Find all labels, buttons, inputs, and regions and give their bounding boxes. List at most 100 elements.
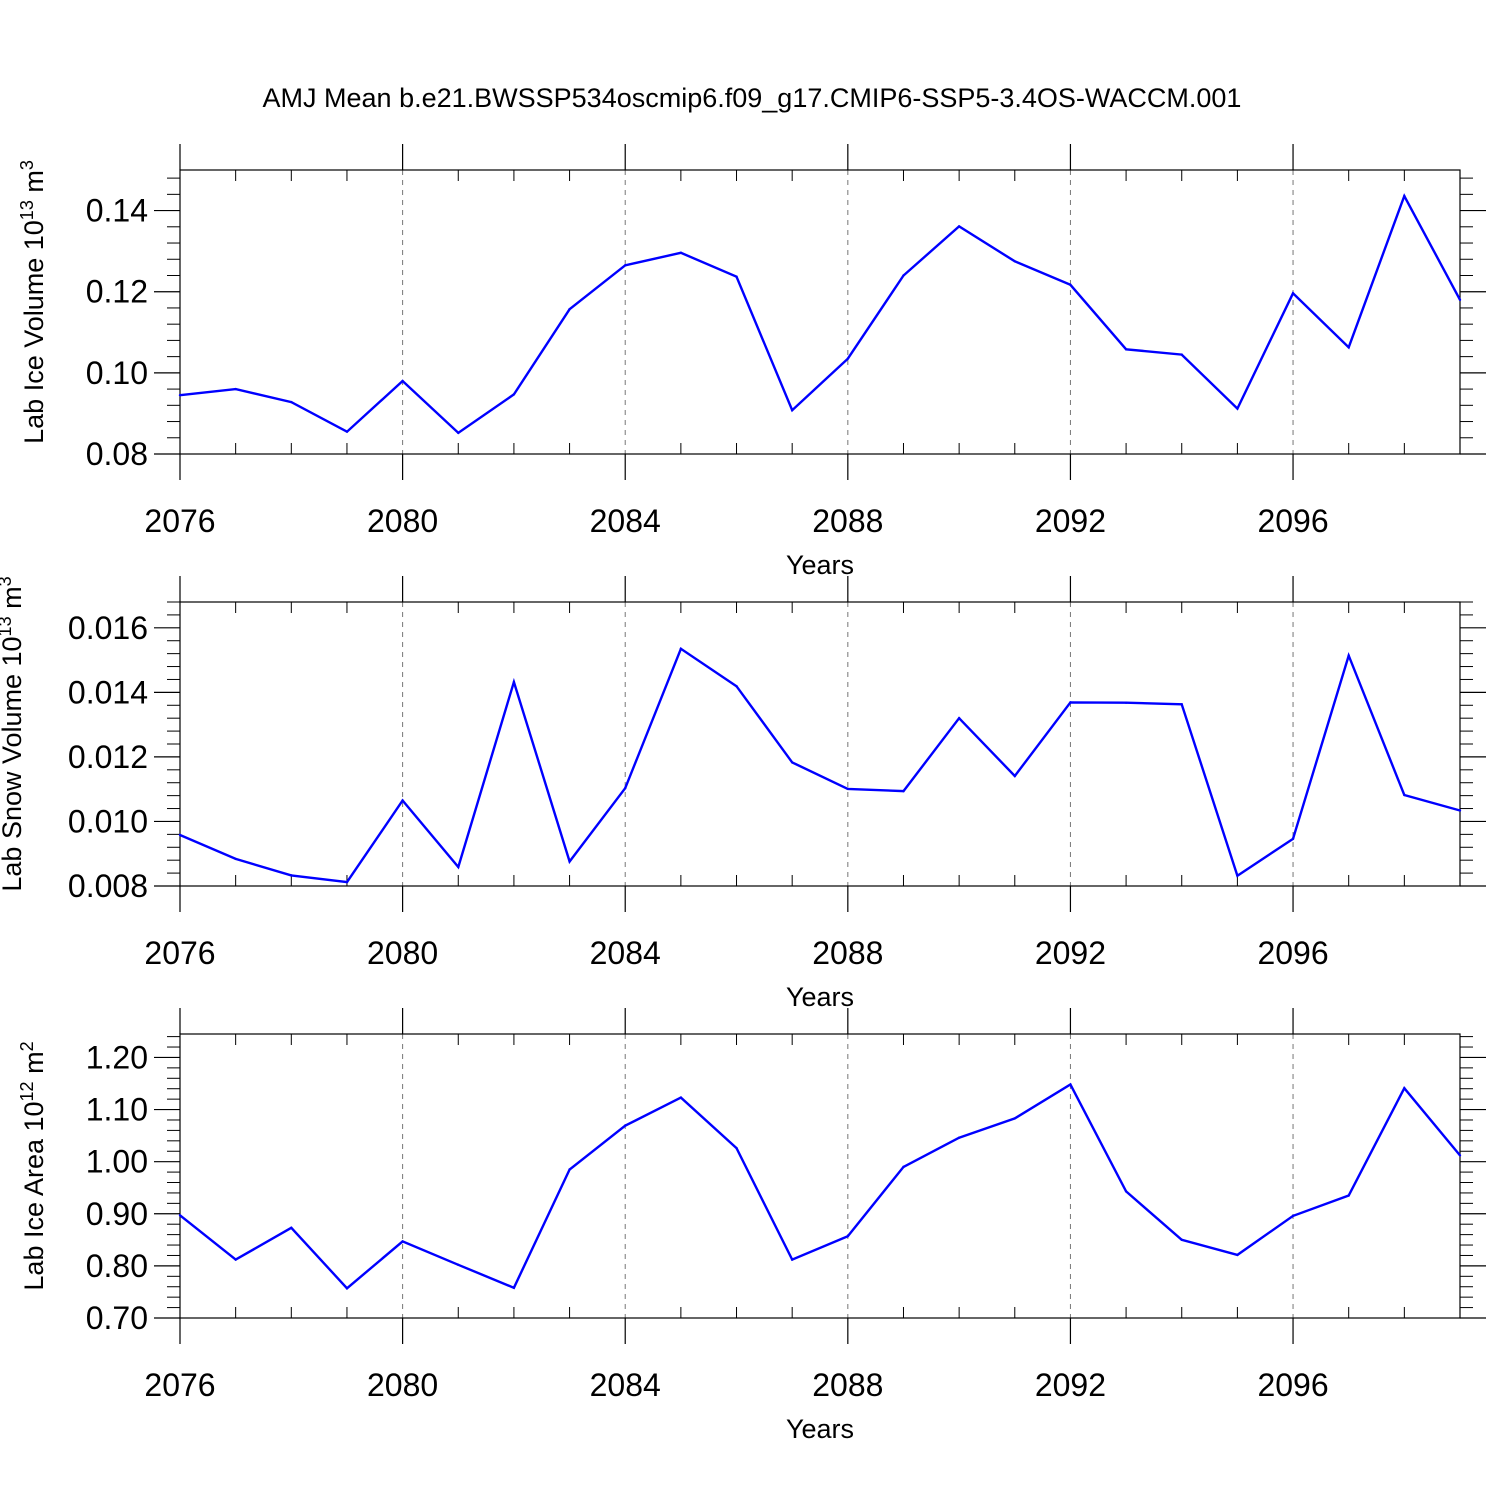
y-tick-label: 0.012 [68,739,148,775]
y-tick-label: 1.20 [86,1039,148,1075]
data-point [345,880,349,884]
panel-3: 2076 2080 2084 2088 2092 2096 Years 0.70 0.80 0.9… [17,1008,1486,1444]
y-axis-title: Lab Ice Volume 1013 m3 [17,160,49,444]
x-tick-label: 2084 [590,503,661,539]
x-tick-label: 2080 [367,935,438,971]
data-point [846,787,850,791]
y-axis-title-superscript: 13 [0,616,15,636]
x-tick-label: 2076 [144,1367,215,1403]
y-tick-label: 0.014 [68,674,148,710]
y-tick-label: 0.80 [86,1248,148,1284]
y-tick-label: 0.12 [86,274,148,310]
data-point [401,799,404,802]
data-point [1291,837,1295,841]
y-axis-title-part: Lab Snow Volume 10 [0,636,27,891]
data-point [902,274,905,277]
y-tick-label: 0.14 [86,193,148,229]
y-tick-label: 1.10 [86,1092,148,1128]
data-point [957,1136,961,1139]
data-point [457,431,460,435]
data-point [178,393,182,397]
data-point [735,275,738,278]
data-point [290,1226,293,1230]
data-point [568,307,571,311]
data-point [178,1214,182,1217]
x-tick-label: 2092 [1035,503,1106,539]
y-axis-title-part: m [0,586,27,616]
x-tick-label: 2096 [1257,1367,1328,1403]
data-point [345,1287,349,1290]
y-tick-label: 0.90 [86,1196,148,1232]
data-point [1403,194,1406,198]
plot-frame [179,169,1461,455]
data-point [290,874,293,877]
data-point [512,393,516,396]
data-point [1013,1117,1016,1120]
data-point [790,1258,794,1261]
data-point [1124,701,1128,704]
data-point [624,264,627,267]
y-tick-label: 0.10 [86,355,148,391]
data-point [1124,1190,1128,1193]
data-point [902,1165,905,1169]
data-point [290,400,293,404]
y-tick-label: 0.70 [86,1300,148,1336]
data-point [457,865,460,869]
x-axis-title: Years [786,1414,854,1444]
data-point [790,408,794,412]
data-point [679,251,683,254]
data-point [1236,874,1239,877]
x-tick-label: 2092 [1035,1367,1106,1403]
y-tick-label: 0.010 [68,803,148,839]
y-tick-label: 1.00 [86,1144,148,1180]
x-tick-label: 2092 [1035,935,1106,971]
data-point [957,225,961,228]
x-tick-label: 2096 [1257,503,1328,539]
y-axis-title-superscript: 3 [17,160,37,170]
y-tick-label: 0.008 [68,868,148,904]
data-point [679,647,683,650]
data-point [1236,407,1239,410]
data-point [178,833,182,837]
y-axis-title-superscript: 3 [0,576,15,586]
y-tick-label: 0.08 [86,436,148,472]
x-axis-title: Years [786,550,854,580]
data-point [1124,348,1128,351]
data-point [735,685,738,688]
data-point [1403,1086,1406,1090]
y-axis-title: Lab Ice Area 1012 m2 [17,1041,49,1290]
x-tick-label: 2088 [812,503,883,539]
y-axis-title-superscript: 12 [17,1081,37,1101]
x-axis-title: Years [786,982,854,1012]
data-point [1069,283,1072,287]
data-point [1180,353,1183,356]
data-point [624,1124,627,1127]
data-point [1013,260,1016,263]
data-point [568,1168,571,1171]
data-point [1347,654,1350,657]
data-point [1291,1214,1295,1218]
x-tick-label: 2088 [812,1367,883,1403]
data-point [735,1146,738,1150]
y-axis-title-part: Lab Ice Volume 10 [19,220,49,444]
data-point [1180,703,1183,706]
data-point [624,787,627,790]
x-tick-label: 2096 [1257,935,1328,971]
data-point [1291,292,1295,295]
data-point [1458,809,1462,812]
x-tick-label: 2084 [590,935,661,971]
data-point [790,761,794,764]
data-point [902,789,905,793]
data-point [345,430,349,433]
data-point [401,1240,404,1243]
x-tick-label: 2080 [367,1367,438,1403]
y-axis-title-superscript: 13 [17,200,37,220]
data-point [1458,298,1462,302]
data-point [1347,1194,1350,1197]
panel-2: 2076 2080 2084 2088 2092 2096 Years 0.008 0.010 0… [0,576,1486,1012]
data-point [457,1263,460,1267]
data-point [1180,1238,1183,1242]
data-point [1403,793,1406,797]
x-tick-label: 2076 [144,935,215,971]
